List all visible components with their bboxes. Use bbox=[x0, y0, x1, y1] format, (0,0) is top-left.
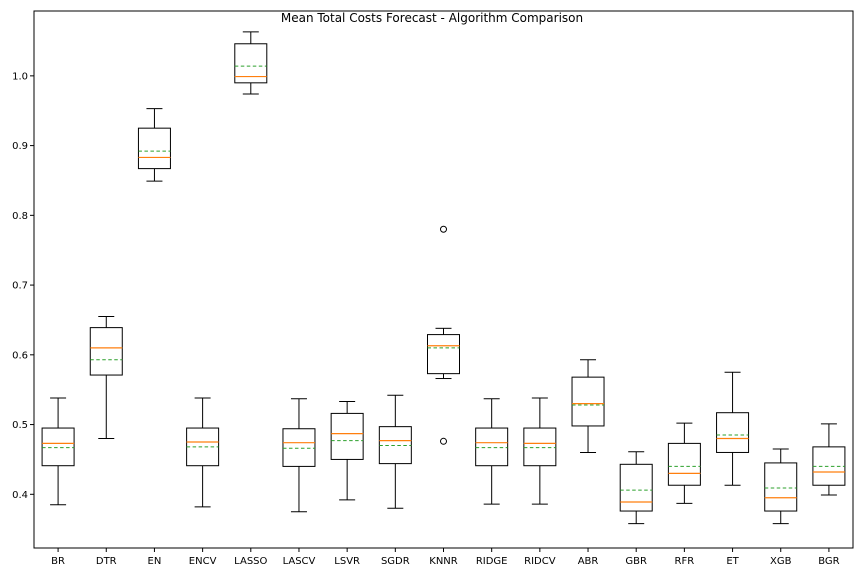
box-lasso bbox=[234, 43, 268, 84]
y-tick-label: 0.6 bbox=[12, 350, 28, 361]
x-tick-label-br: BR bbox=[51, 556, 65, 567]
box-et bbox=[716, 412, 750, 453]
box-abr bbox=[571, 376, 605, 427]
x-tick-label-dtr: DTR bbox=[96, 556, 117, 567]
x-tick-label-ridge: RIDGE bbox=[476, 556, 508, 567]
box-lsvr bbox=[330, 412, 364, 460]
x-tick-label-encv: ENCV bbox=[189, 556, 217, 567]
box-lascv bbox=[282, 428, 316, 467]
box-xgb bbox=[764, 462, 798, 512]
y-tick-label: 1.0 bbox=[12, 71, 28, 82]
box-gbr bbox=[619, 463, 653, 512]
x-tick-label-en: EN bbox=[148, 556, 162, 567]
y-tick-label: 0.5 bbox=[12, 420, 28, 431]
x-tick-label-abr: ABR bbox=[578, 556, 599, 567]
x-tick-label-lascv: LASCV bbox=[283, 556, 316, 567]
x-tick-label-bgr: BGR bbox=[818, 556, 839, 567]
box-knnr bbox=[427, 334, 460, 375]
box-br bbox=[41, 427, 75, 467]
box-en bbox=[137, 127, 171, 170]
y-tick-label: 0.9 bbox=[12, 141, 28, 152]
x-tick-label-gbr: GBR bbox=[625, 556, 647, 567]
x-tick-label-et: ET bbox=[726, 556, 739, 567]
box-dtr bbox=[89, 327, 123, 376]
x-tick-label-knnr: KNNR bbox=[429, 556, 458, 567]
x-tick-label-xgb: XGB bbox=[770, 556, 792, 567]
y-tick-label: 0.4 bbox=[12, 490, 28, 501]
x-tick-label-lasso: LASSO bbox=[234, 556, 267, 567]
y-tick-label: 0.7 bbox=[12, 281, 28, 292]
x-tick-label-ridcv: RIDCV bbox=[524, 556, 556, 567]
box-ridcv bbox=[523, 427, 557, 467]
x-tick-label-rfr: RFR bbox=[675, 556, 695, 567]
x-tick-label-lsvr: LSVR bbox=[334, 556, 360, 567]
axes-frame bbox=[33, 10, 854, 549]
flier-knnr bbox=[440, 437, 447, 445]
plot-area: 0.4 0.5 0.6 0.7 0.8 0.9 1.0 BR DTR EN ENCV LASSO LAS… bbox=[12, 31, 846, 567]
box-ridge bbox=[475, 427, 509, 467]
box-rfr bbox=[667, 442, 701, 486]
x-tick-label-sgdr: SGDR bbox=[381, 556, 410, 567]
chart-title: Mean Total Costs Forecast - Algorithm Co… bbox=[281, 11, 583, 25]
flier-knnr bbox=[440, 225, 447, 233]
y-tick-label: 0.8 bbox=[12, 211, 28, 222]
